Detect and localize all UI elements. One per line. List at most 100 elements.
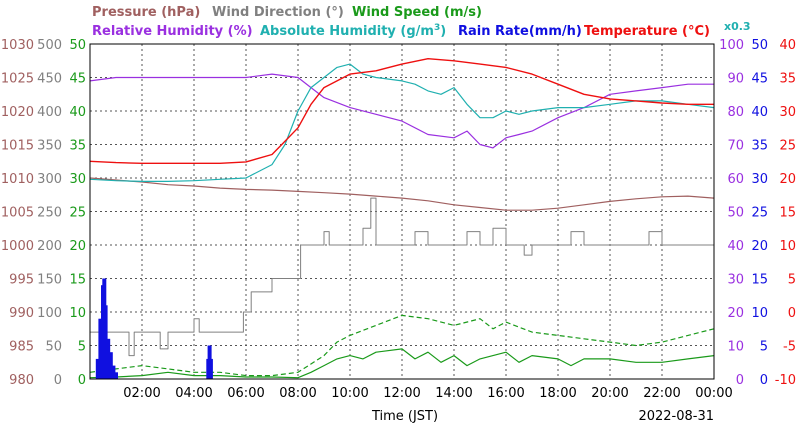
x-tick-label: 00:00	[695, 386, 732, 401]
y-tick-label-relative-humidity: 10	[727, 340, 744, 355]
x-tick-label: 14:00	[435, 386, 472, 401]
x-tick-label: 16:00	[487, 386, 524, 401]
y-tick-label-wind-speed: 40	[69, 105, 86, 120]
y-tick-label-rain-rate: 10	[751, 306, 768, 321]
title-absolute-humidity-main: Absolute Humidity (g/m	[260, 24, 434, 39]
x-tick-label: 02:00	[123, 386, 160, 401]
grid	[90, 44, 714, 379]
y-tick-label-rain-rate: 45	[751, 72, 768, 87]
series-line-absolute-humidity-g-m	[89, 63, 715, 182]
rain-bar	[108, 352, 113, 379]
x-tick-label: 04:00	[175, 386, 212, 401]
y-tick-label-rain-rate: 20	[751, 239, 768, 254]
y-tick-label-temperature: 25	[779, 139, 796, 154]
y-tick-label-wind-direction: 100	[37, 306, 62, 321]
y-tick-label-pressure: 985	[9, 340, 34, 355]
y-tick-label-temperature: 35	[779, 72, 796, 87]
y-tick-label-wind-speed: 45	[69, 72, 86, 87]
y-tick-label-relative-humidity: 100	[719, 38, 744, 53]
y-tick-label-temperature: -5	[783, 340, 796, 355]
y-tick-label-wind-direction: 250	[37, 206, 62, 221]
y-tick-label-wind-speed: 30	[69, 172, 86, 187]
series-layer	[89, 58, 715, 379]
y-tick-label-wind-speed: 25	[69, 206, 86, 221]
y-tick-label-pressure: 995	[9, 273, 34, 288]
y-tick-label-temperature: 0	[788, 306, 796, 321]
y-tick-label-rain-rate: 25	[751, 206, 768, 221]
y-tick-label-wind-speed: 0	[78, 373, 86, 388]
y-tick-label-pressure: 1030	[1, 38, 34, 53]
y-tick-label-wind-speed: 10	[69, 306, 86, 321]
y-tick-label-temperature: 5	[788, 273, 796, 288]
y-tick-label-relative-humidity: 80	[727, 105, 744, 120]
x-tick-label: 06:00	[227, 386, 264, 401]
y-tick-label-relative-humidity: 0	[736, 373, 744, 388]
y-tick-label-relative-humidity: 70	[727, 139, 744, 154]
y-tick-label-pressure: 1000	[1, 239, 34, 254]
plot-frame	[89, 43, 715, 380]
y-tick-label-pressure: 1025	[1, 72, 34, 87]
y-tick-label-pressure: 1010	[1, 172, 34, 187]
rain-bar	[103, 305, 108, 379]
x-tick-label: 18:00	[539, 386, 576, 401]
rain-bar	[111, 365, 116, 379]
y-tick-label-rain-rate: 5	[760, 340, 768, 355]
x-tick-label: 12:00	[383, 386, 420, 401]
y-tick-label-rain-rate: 15	[751, 273, 768, 288]
title-absolute-humidity-sup: 3	[434, 23, 440, 33]
series-line-wind-direction	[90, 197, 714, 357]
x-axis-label: Time (JST)	[371, 409, 438, 424]
y-tick-label-relative-humidity: 30	[727, 273, 744, 288]
y-tick-label-temperature: 10	[779, 239, 796, 254]
y-tick-label-wind-direction: 500	[37, 38, 62, 53]
series-line-wind-speed-gust-m-s	[89, 314, 715, 377]
y-tick-label-wind-speed: 35	[69, 139, 86, 154]
axes: 02:00 04:00 06:00 08:00 10:00 12:00 14:00 16:00…	[1, 38, 796, 401]
y-tick-label-wind-speed: 50	[69, 38, 86, 53]
title-pressure: Pressure (hPa)	[92, 5, 200, 20]
title-temperature: Temperature (°C)	[584, 24, 710, 39]
y-tick-label-temperature: 15	[779, 206, 796, 221]
title-absolute-humidity-close: )	[440, 24, 446, 39]
y-tick-label-relative-humidity: 90	[727, 72, 744, 87]
y-tick-label-wind-direction: 200	[37, 239, 62, 254]
y-tick-label-pressure: 1015	[1, 139, 34, 154]
y-tick-label-wind-direction: 50	[45, 340, 62, 355]
title-wind-direction: Wind Direction (°)	[212, 5, 344, 20]
y-tick-label-rain-rate: 35	[751, 139, 768, 154]
title-relative-humidity: Relative Humidity (%)	[92, 24, 253, 39]
y-tick-label-pressure: 1020	[1, 105, 34, 120]
chart-date: 2022-08-31	[638, 409, 714, 424]
y-tick-label-relative-humidity: 40	[727, 239, 744, 254]
rain-bar	[106, 338, 111, 379]
x-tick-label: 20:00	[591, 386, 628, 401]
y-tick-label-temperature: 20	[779, 172, 796, 187]
title-wind-speed: Wind Speed (m/s)	[352, 5, 482, 20]
rain-bar	[98, 318, 103, 379]
rain-bar	[95, 358, 100, 379]
y-tick-label-wind-speed: 20	[69, 239, 86, 254]
title-rain-rate: Rain Rate(mm/h)	[458, 24, 582, 39]
y-tick-label-wind-speed: 5	[78, 340, 86, 355]
y-tick-label-wind-speed: 15	[69, 273, 86, 288]
y-tick-label-pressure: 980	[9, 373, 34, 388]
y-tick-label-rain-rate: 40	[751, 105, 768, 120]
y-tick-label-wind-direction: 350	[37, 139, 62, 154]
y-tick-label-wind-direction: 150	[37, 273, 62, 288]
y-tick-label-temperature: 30	[779, 105, 796, 120]
x-tick-label: 10:00	[331, 386, 368, 401]
series-line-temperature-c	[89, 58, 714, 164]
y-tick-label-relative-humidity: 50	[727, 206, 744, 221]
y-tick-label-wind-direction: 450	[37, 72, 62, 87]
series-line-pressure-hpa	[89, 177, 715, 211]
y-tick-label-temperature: -10	[775, 373, 796, 388]
y-tick-label-pressure: 990	[9, 306, 34, 321]
x-tick-label: 08:00	[279, 386, 316, 401]
y-tick-label-wind-direction: 300	[37, 172, 62, 187]
y-tick-label-wind-direction: 400	[37, 105, 62, 120]
y-tick-label-rain-rate: 50	[751, 38, 768, 53]
y-tick-label-temperature: 40	[779, 38, 796, 53]
y-tick-label-wind-direction: 0	[54, 373, 62, 388]
